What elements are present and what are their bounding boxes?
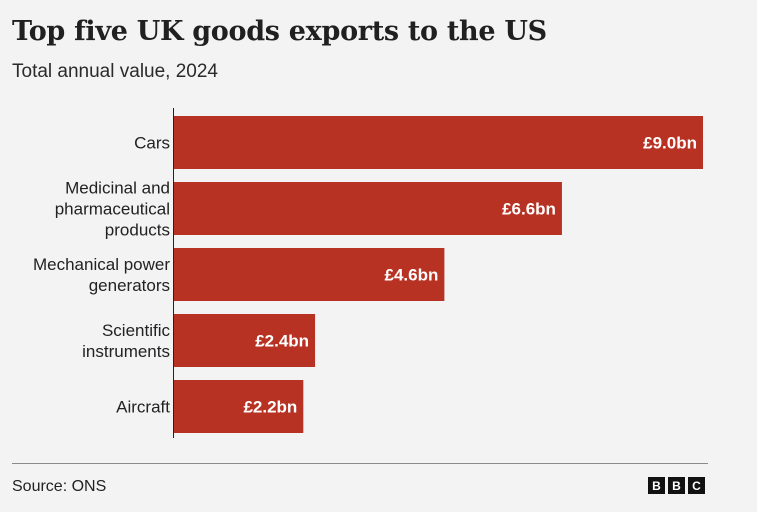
category-label-line: Scientific	[102, 321, 171, 340]
bar	[174, 380, 304, 433]
category-label-line: Mechanical power	[33, 255, 170, 274]
bar-chart: £9.0bn Cars £6.6bn Medicinal and pharmaceuti…	[33, 108, 703, 438]
footer-divider	[12, 463, 708, 464]
bar-value-label: £2.2bn	[243, 398, 297, 417]
category-label-line: instruments	[82, 342, 170, 361]
bar	[174, 314, 316, 367]
bbc-logo-block: B	[668, 477, 685, 494]
bbc-logo-block: B	[648, 477, 665, 494]
bar	[174, 116, 703, 169]
category-label-line: pharmaceutical	[55, 200, 170, 219]
category-label: Scientific instruments	[82, 321, 170, 361]
chart-title: Top five UK goods exports to the US	[12, 16, 547, 47]
category-label-line: products	[105, 221, 170, 240]
category-label-line: Medicinal and	[65, 179, 170, 198]
bar-value-label: £9.0bn	[643, 134, 697, 153]
bar-value-label: £2.4bn	[255, 332, 309, 351]
category-label: Aircraft	[116, 398, 170, 417]
bar	[174, 182, 562, 235]
source-note: Source: ONS	[12, 478, 107, 495]
bar	[174, 248, 445, 301]
category-label: Cars	[134, 134, 170, 153]
category-label-line: generators	[89, 276, 170, 295]
bbc-logo: B B C	[648, 477, 705, 494]
category-label: Mechanical power generators	[33, 255, 170, 295]
chart-subtitle: Total annual value, 2024	[12, 61, 218, 82]
category-label-line: Aircraft	[116, 398, 170, 417]
bbc-logo-block: C	[688, 477, 705, 494]
category-label-line: Cars	[134, 134, 170, 153]
bar-value-label: £4.6bn	[385, 266, 439, 285]
category-label: Medicinal and pharmaceutical products	[55, 179, 170, 240]
bar-value-label: £6.6bn	[502, 200, 556, 219]
